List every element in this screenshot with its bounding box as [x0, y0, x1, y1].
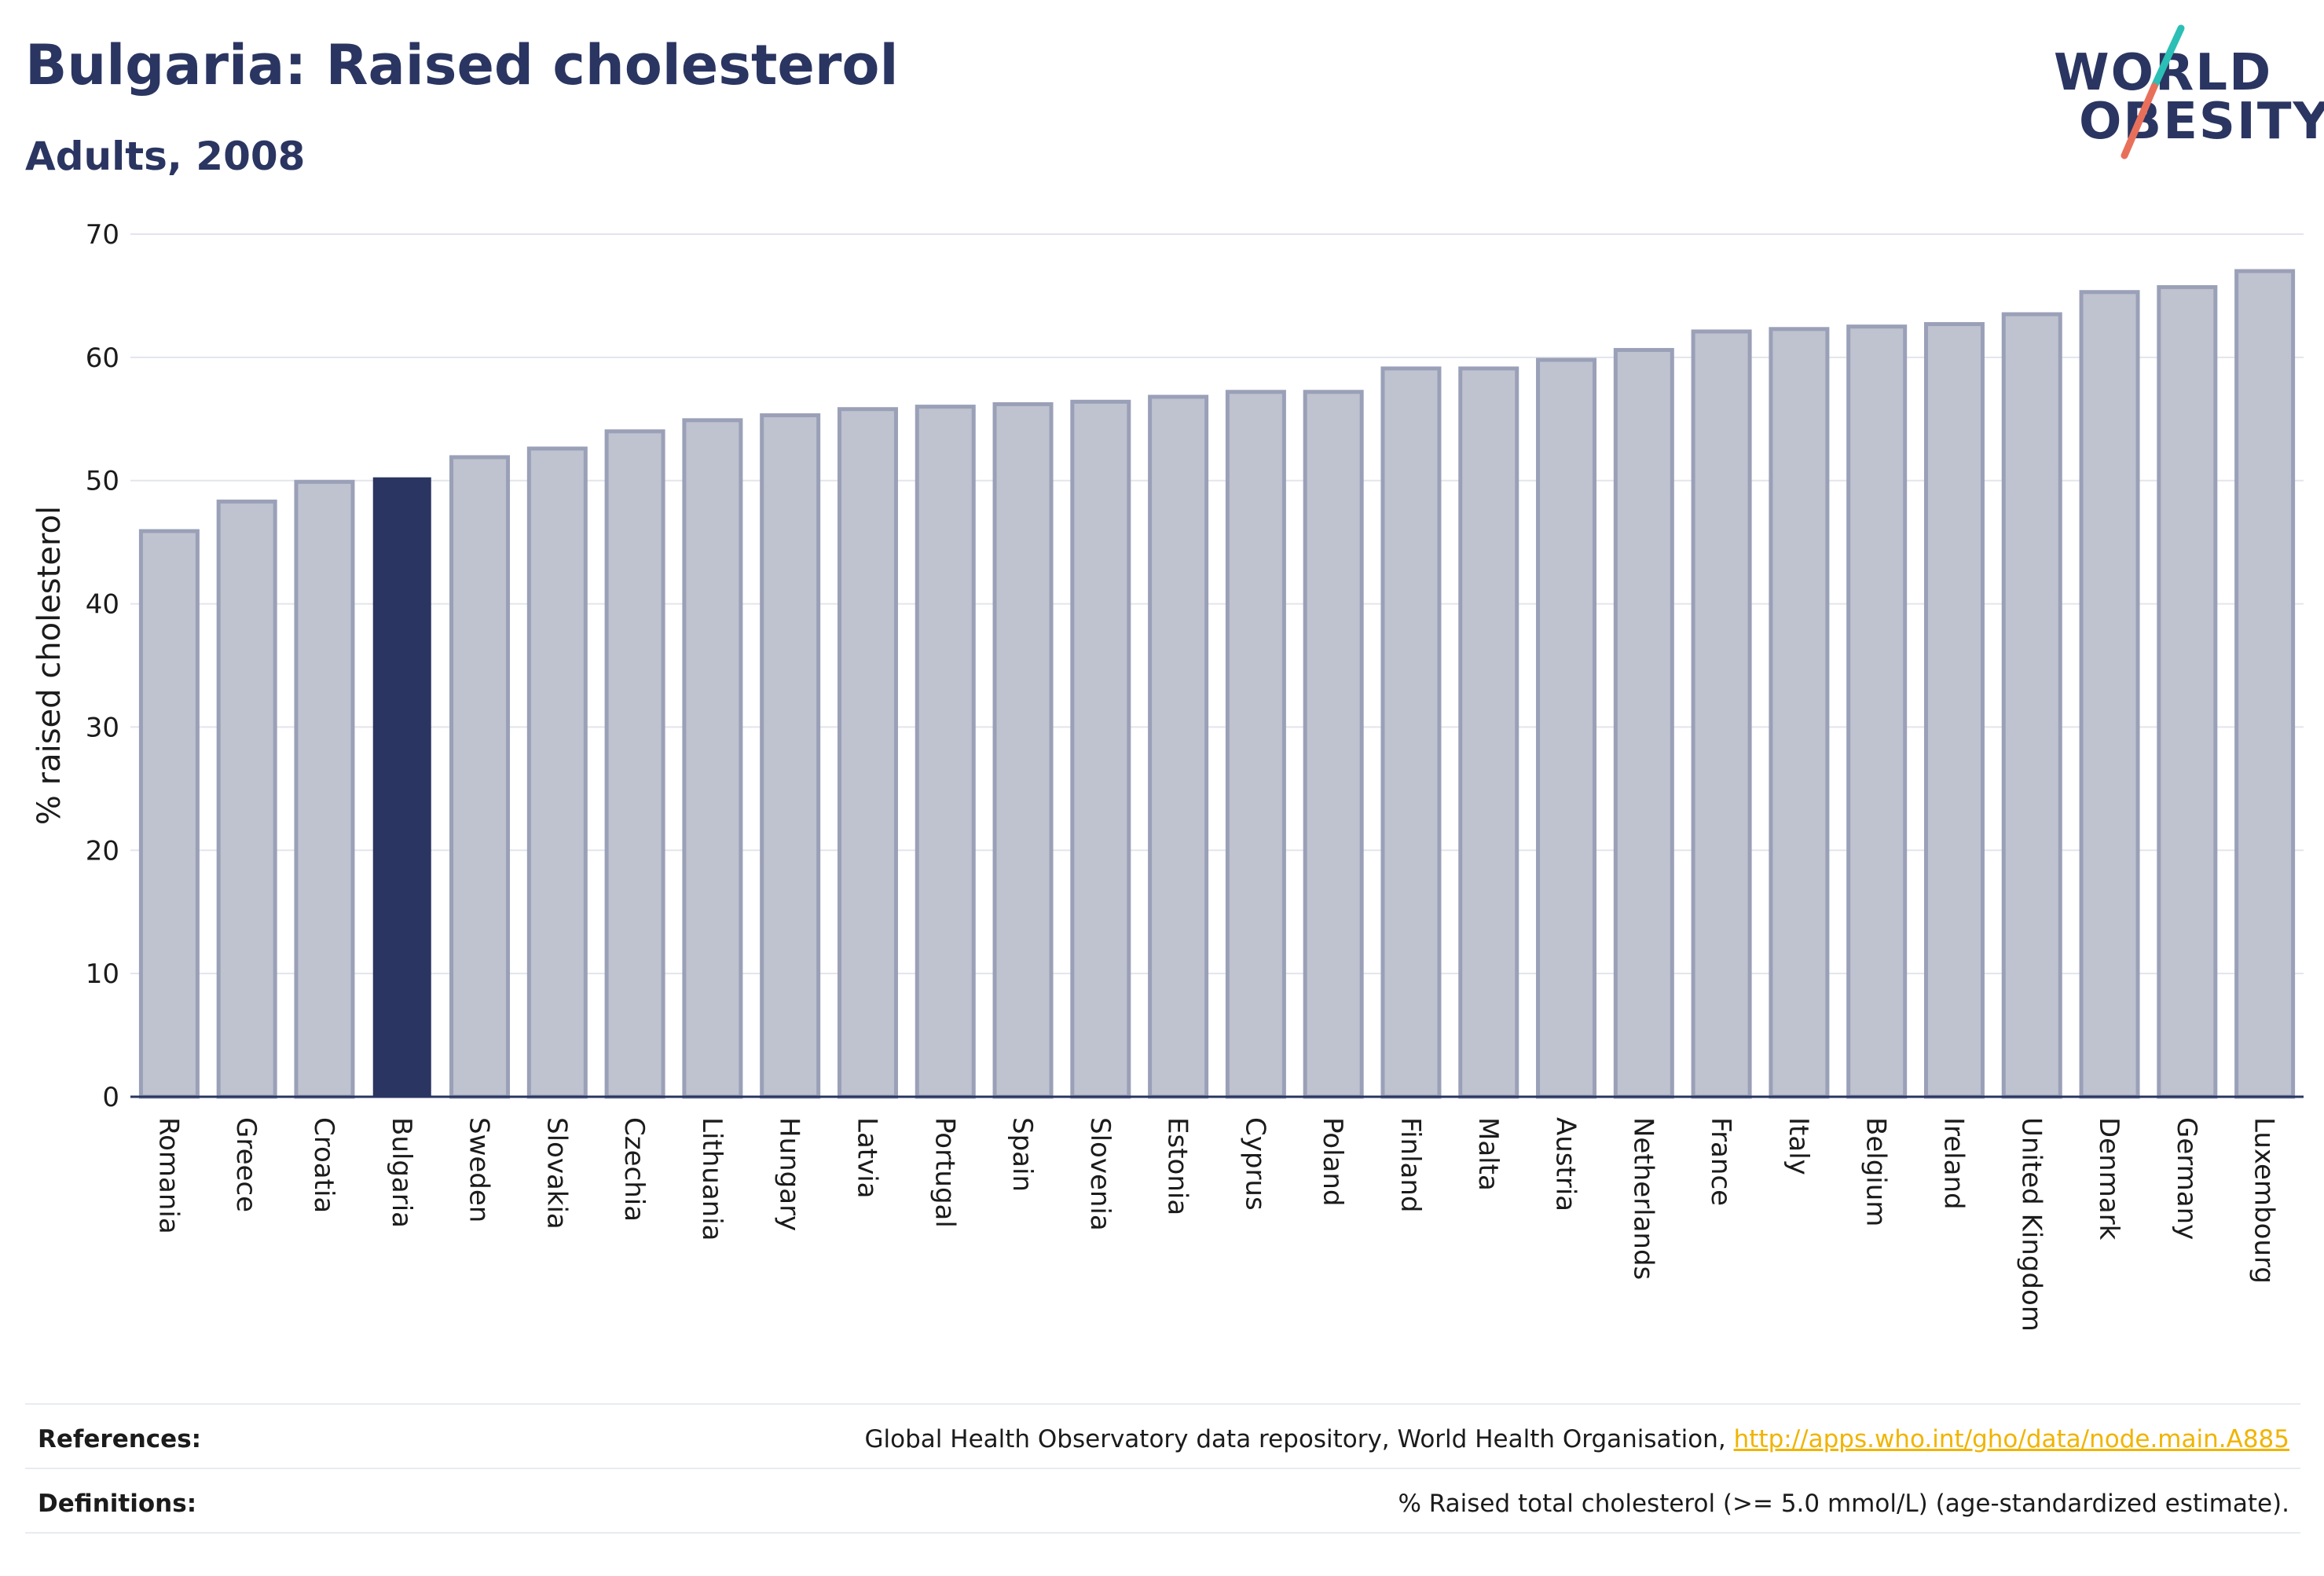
bar-greece [216, 499, 277, 1099]
bar-ireland [1923, 322, 1985, 1099]
y-tick-label: 70 [86, 219, 119, 251]
bar-portugal [915, 405, 976, 1099]
x-tick-label: Latvia [851, 1117, 882, 1199]
x-tick-label: Spain [1006, 1117, 1038, 1192]
x-tick-label: Austria [1550, 1117, 1582, 1211]
bar-lithuania [682, 418, 743, 1099]
x-tick-label: Luxembourg [2249, 1117, 2280, 1284]
x-tick-label: Slovenia [1084, 1117, 1116, 1231]
bar-finland [1380, 366, 1442, 1099]
references-label: References: [38, 1425, 202, 1453]
x-tick-label: Sweden [464, 1117, 495, 1222]
x-tick-label: Croatia [308, 1117, 339, 1213]
bar-latvia [837, 407, 898, 1099]
references-source: Global Health Observatory data repositor… [864, 1425, 1734, 1453]
definitions-text: % Raised total cholesterol (>= 5.0 mmol/… [1398, 1490, 2289, 1518]
x-tick-label: Slovakia [541, 1117, 572, 1230]
x-tick-label: Ireland [1937, 1117, 1969, 1210]
bar-czechia [604, 429, 665, 1099]
bar-slovenia [1070, 399, 1131, 1099]
x-tick-label: Cyprus [1239, 1117, 1270, 1211]
bar-germany [2157, 284, 2218, 1099]
x-tick-label: Germany [2171, 1117, 2202, 1240]
footer-divider-bottom [25, 1532, 2300, 1534]
x-tick-label: France [1705, 1117, 1736, 1206]
bar-slovakia [526, 446, 588, 1099]
bar-france [1691, 329, 1752, 1099]
x-tick-label: Denmark [2093, 1117, 2124, 1241]
bar-estonia [1148, 394, 1209, 1099]
footer-divider-middle [25, 1468, 2300, 1469]
x-tick-label: Belgium [1860, 1117, 1892, 1226]
y-tick-label: 0 [102, 1082, 119, 1113]
x-tick-label: Czechia [618, 1117, 650, 1222]
y-tick-label: 30 [86, 712, 119, 743]
bar-cyprus [1225, 390, 1286, 1099]
bar-bulgaria [372, 477, 431, 1098]
x-tick-label: Finland [1395, 1117, 1426, 1213]
y-tick-label: 50 [86, 466, 119, 497]
x-tick-label: Portugal [929, 1117, 960, 1228]
y-tick-label: 40 [86, 589, 119, 621]
x-tick-label: Bulgaria [386, 1117, 417, 1228]
bar-united-kingdom [2001, 312, 2062, 1099]
bar-croatia [294, 479, 355, 1099]
bar-sweden [449, 455, 511, 1099]
x-tick-label: Romania [152, 1117, 184, 1234]
bar-malta [1458, 366, 1519, 1099]
footer-divider-top [25, 1403, 2300, 1405]
x-tick-label: Greece [230, 1117, 262, 1212]
chart-title: Bulgaria: Raised cholesterol [25, 33, 899, 97]
bar-italy [1769, 327, 1830, 1099]
bar-netherlands [1613, 347, 1674, 1099]
bar-romania [138, 529, 200, 1099]
bar-spain [992, 401, 1054, 1099]
x-tick-label: Malta [1472, 1117, 1504, 1191]
y-tick-label: 60 [86, 343, 119, 374]
logo-line-2: OBESITY [2079, 93, 2324, 151]
x-tick-label: Estonia [1162, 1117, 1193, 1215]
logo-slash-icon [2121, 24, 2185, 159]
x-tick-label: Netherlands [1627, 1117, 1659, 1280]
y-tick-label: 10 [86, 958, 119, 990]
x-tick-label: Lithuania [696, 1117, 728, 1241]
x-tick-label: Poland [1317, 1117, 1348, 1207]
definitions-label: Definitions: [38, 1490, 197, 1518]
bar-poland [1303, 390, 1364, 1099]
world-obesity-logo: WORLD OBESITY [2043, 22, 2324, 171]
references-text: Global Health Observatory data repositor… [865, 1425, 2289, 1453]
x-tick-label: Hungary [774, 1117, 805, 1231]
references-link[interactable]: http://apps.who.int/gho/data/node.main.A… [1733, 1425, 2289, 1453]
bar-chart: 0 10 20 30 40 50 60 70 % raised cholesterol Roman… [31, 219, 2304, 1332]
x-tick-label: Italy [1783, 1117, 1814, 1175]
chart-subtitle: Adults, 2008 [25, 134, 306, 179]
y-axis-title: % raised cholesterol [31, 506, 68, 825]
bar-denmark [2079, 290, 2140, 1099]
bar-luxembourg [2234, 269, 2296, 1099]
bar-hungary [760, 413, 821, 1099]
bar-austria [1536, 357, 1597, 1099]
x-tick-label: United Kingdom [2015, 1117, 2047, 1332]
y-tick-label: 20 [86, 835, 119, 867]
bar-belgium [1846, 324, 1908, 1099]
